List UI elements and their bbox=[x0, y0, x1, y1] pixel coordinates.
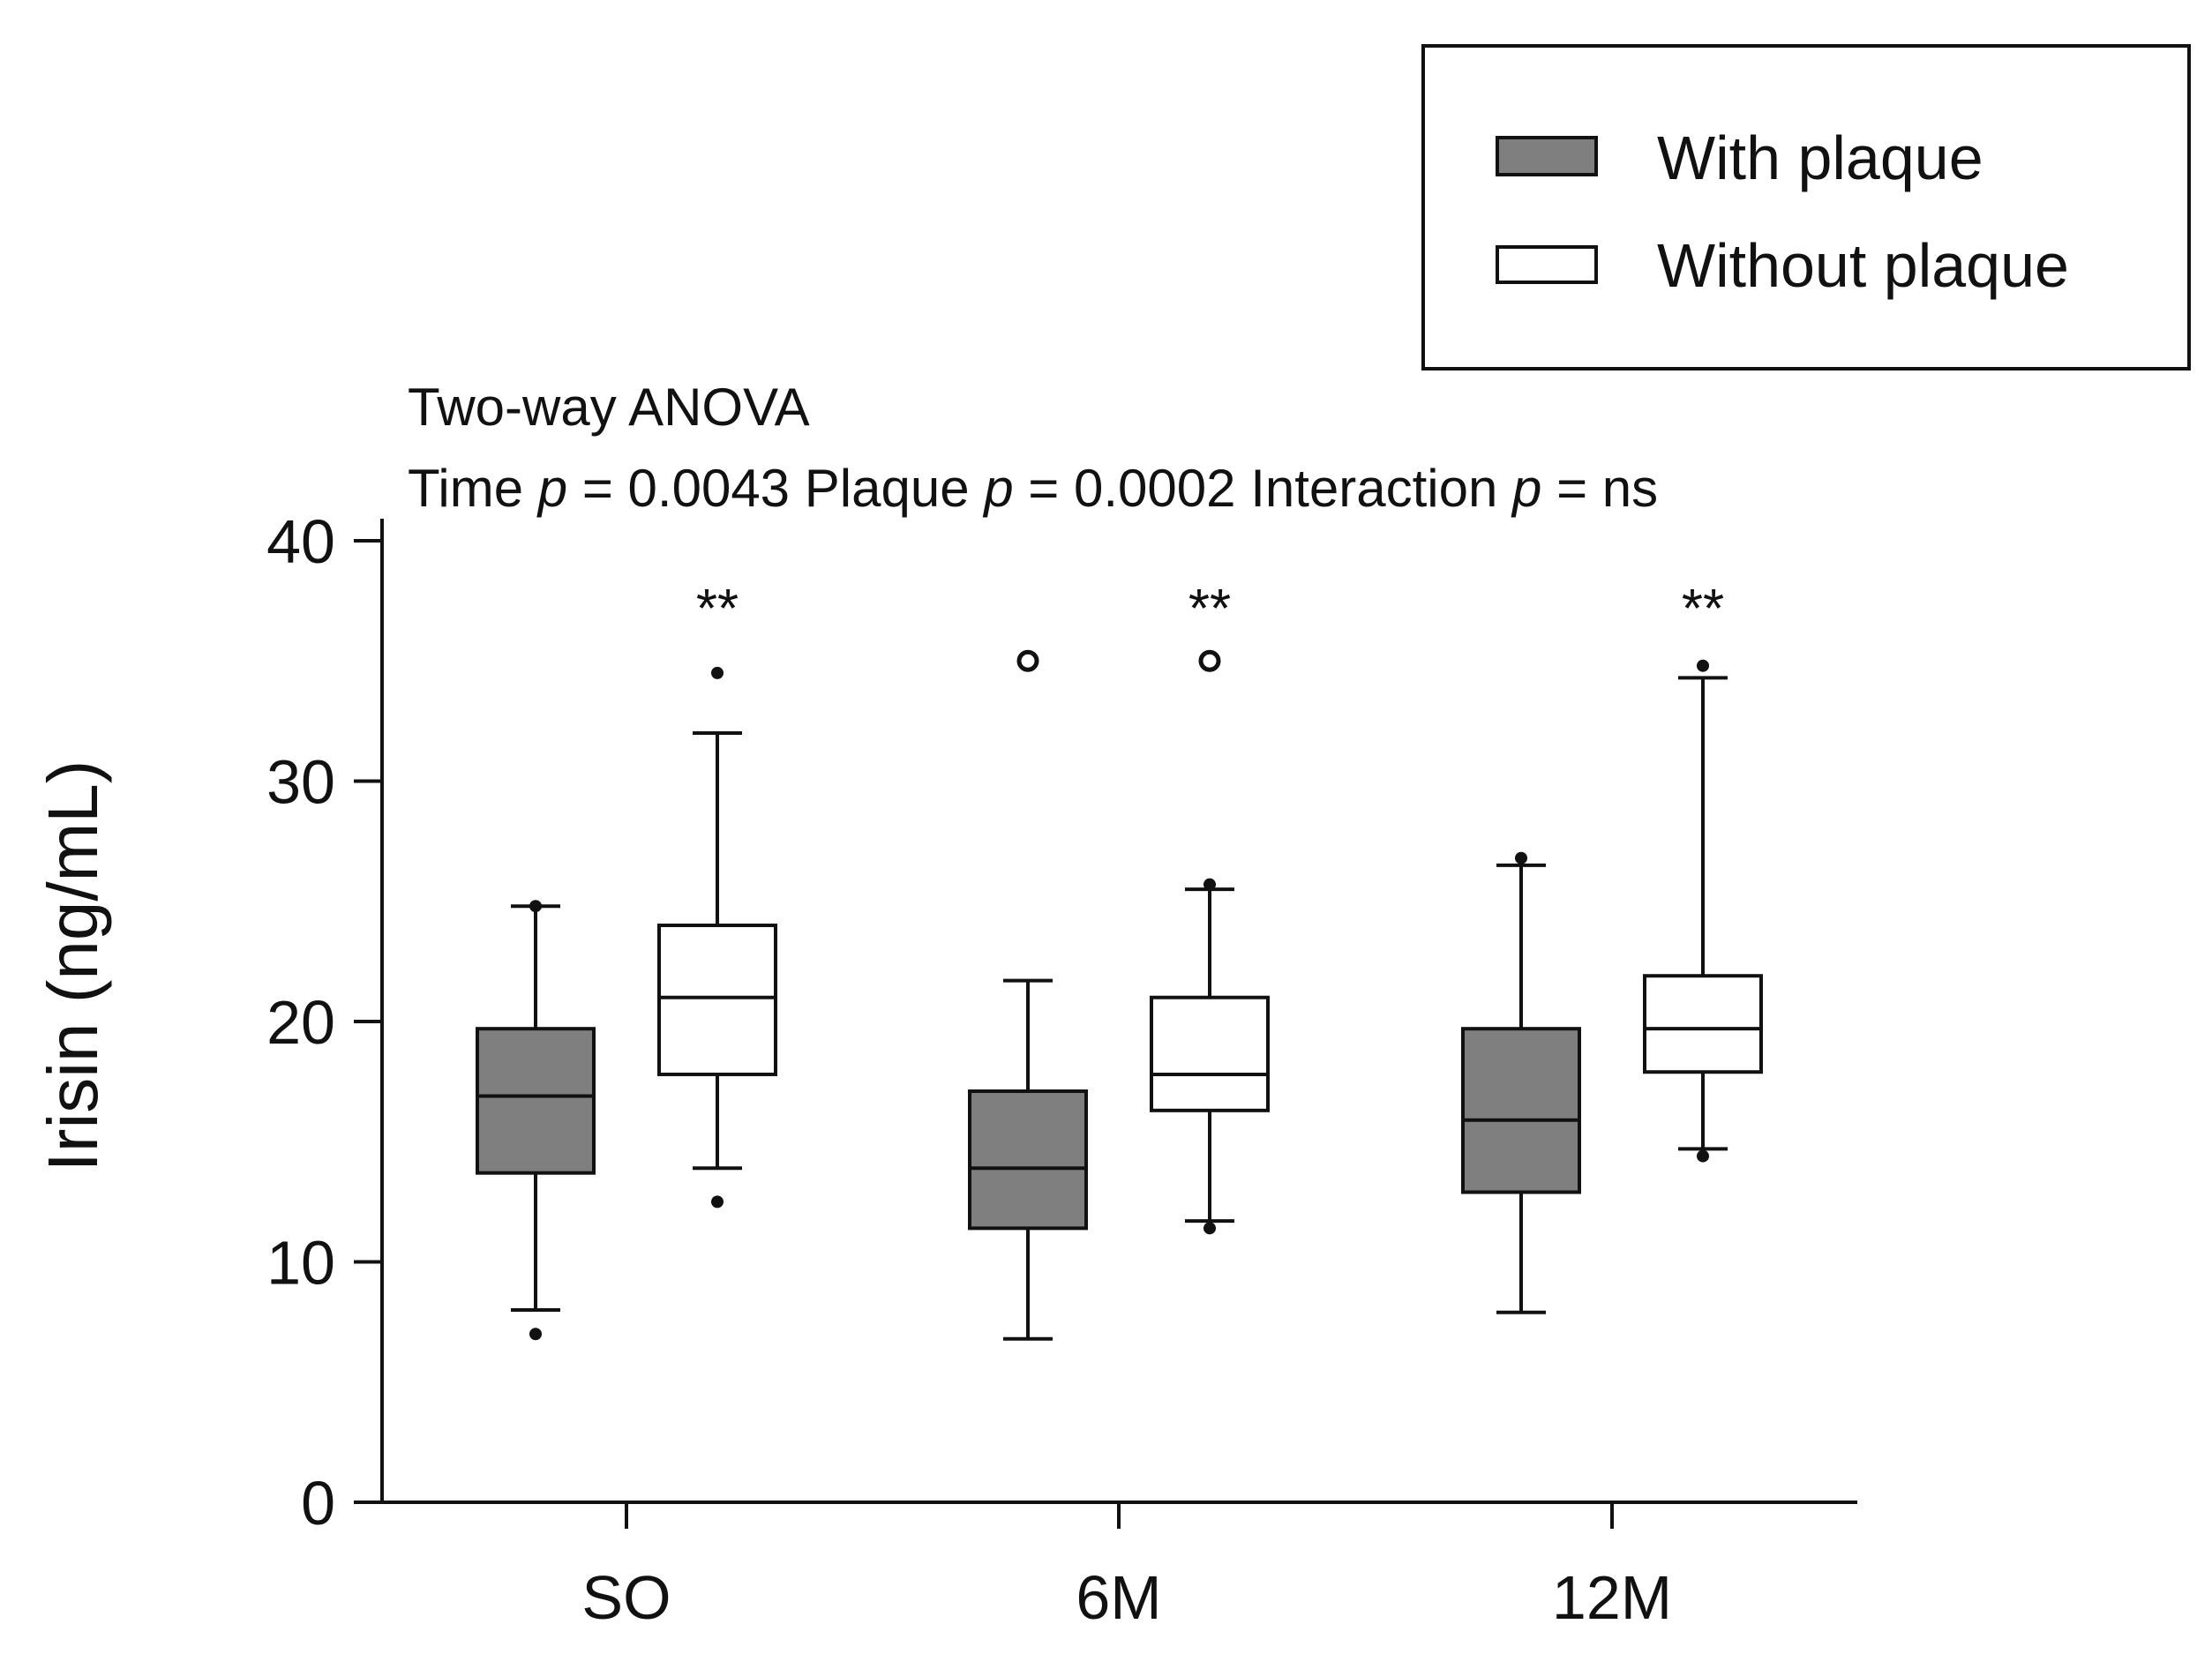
legend-frame bbox=[1421, 44, 2191, 370]
y-tick-label-40: 40 bbox=[266, 507, 335, 576]
legend: With plaque Without plaque bbox=[1421, 44, 2191, 370]
legend-label-with-plaque: With plaque bbox=[1657, 123, 1983, 192]
significance-markers: ** ** ** bbox=[696, 579, 1724, 640]
box-series bbox=[476, 649, 1763, 1341]
y-tick-label-0: 0 bbox=[301, 1469, 335, 1538]
y-tick-label-30: 30 bbox=[266, 748, 335, 817]
y-tick-label-10: 10 bbox=[266, 1229, 335, 1298]
anova-stats-line: Time p = 0.0043 Plaque p = 0.0002 Intera… bbox=[408, 459, 1658, 518]
box-without-6m bbox=[1150, 995, 1270, 1112]
box-group-without-so bbox=[657, 666, 777, 1209]
box-group-without-12m bbox=[1643, 659, 1763, 1163]
outlier-filled-without-6m-0 bbox=[1203, 878, 1216, 891]
outlier-filled-with-so-0 bbox=[529, 1328, 542, 1341]
stat-time-p: p bbox=[536, 459, 567, 518]
box-group-with-6m bbox=[968, 649, 1088, 1341]
box-with-6m bbox=[968, 1089, 1088, 1231]
outlier-filled-without-12m-1 bbox=[1697, 1149, 1709, 1163]
outlier-filled-without-6m-1 bbox=[1203, 1222, 1216, 1235]
outlier-filled-with-12m-0 bbox=[1515, 851, 1527, 864]
legend-swatch-with-plaque bbox=[1496, 136, 1598, 176]
x-tick-label-12m: 12M bbox=[1552, 1563, 1672, 1632]
stat-plaque-p: p bbox=[982, 459, 1013, 518]
x-tick-label-so: SO bbox=[581, 1563, 671, 1632]
y-axis-label: Irisin (ng/mL) bbox=[34, 760, 112, 1172]
box-without-12m bbox=[1643, 974, 1763, 1074]
stat-plaque-label: Plaque bbox=[805, 459, 970, 518]
chart-title: Two-way ANOVA bbox=[408, 378, 810, 437]
stat-interaction-p: p bbox=[1511, 459, 1541, 518]
stat-time-label: Time bbox=[408, 459, 523, 518]
y-tick-label-20: 20 bbox=[266, 988, 335, 1057]
stat-interaction-label: Interaction bbox=[1250, 459, 1497, 518]
stat-plaque-value: = 0.0002 bbox=[1028, 459, 1235, 518]
stat-interaction-value: = ns bbox=[1556, 459, 1658, 518]
outlier-filled-without-so-0 bbox=[711, 666, 724, 679]
box-without-so bbox=[657, 924, 777, 1076]
x-tick-label-6m: 6M bbox=[1076, 1563, 1161, 1632]
x-ticks: SO 6M 12M bbox=[581, 1502, 1672, 1632]
box-group-with-12m bbox=[1461, 851, 1581, 1314]
y-ticks: 0 10 20 30 40 bbox=[266, 507, 382, 1538]
outlier-open-without-6m-0 bbox=[1198, 649, 1221, 672]
legend-label-without-plaque: Without plaque bbox=[1657, 231, 2069, 300]
stat-time-value: = 0.0043 bbox=[582, 459, 790, 518]
significance-12m: ** bbox=[1682, 579, 1724, 640]
significance-so: ** bbox=[696, 579, 739, 640]
box-with-12m bbox=[1461, 1027, 1581, 1194]
outlier-open-with-6m-0 bbox=[1016, 649, 1039, 672]
box-group-without-6m bbox=[1150, 649, 1270, 1235]
outlier-filled-with-so-1 bbox=[529, 900, 542, 913]
outlier-filled-without-so-1 bbox=[711, 1195, 724, 1209]
legend-swatch-without-plaque bbox=[1496, 245, 1598, 284]
box-group-with-so bbox=[476, 900, 596, 1341]
significance-6m: ** bbox=[1188, 579, 1231, 640]
box-with-so bbox=[476, 1027, 596, 1175]
outlier-filled-without-12m-0 bbox=[1697, 659, 1709, 672]
